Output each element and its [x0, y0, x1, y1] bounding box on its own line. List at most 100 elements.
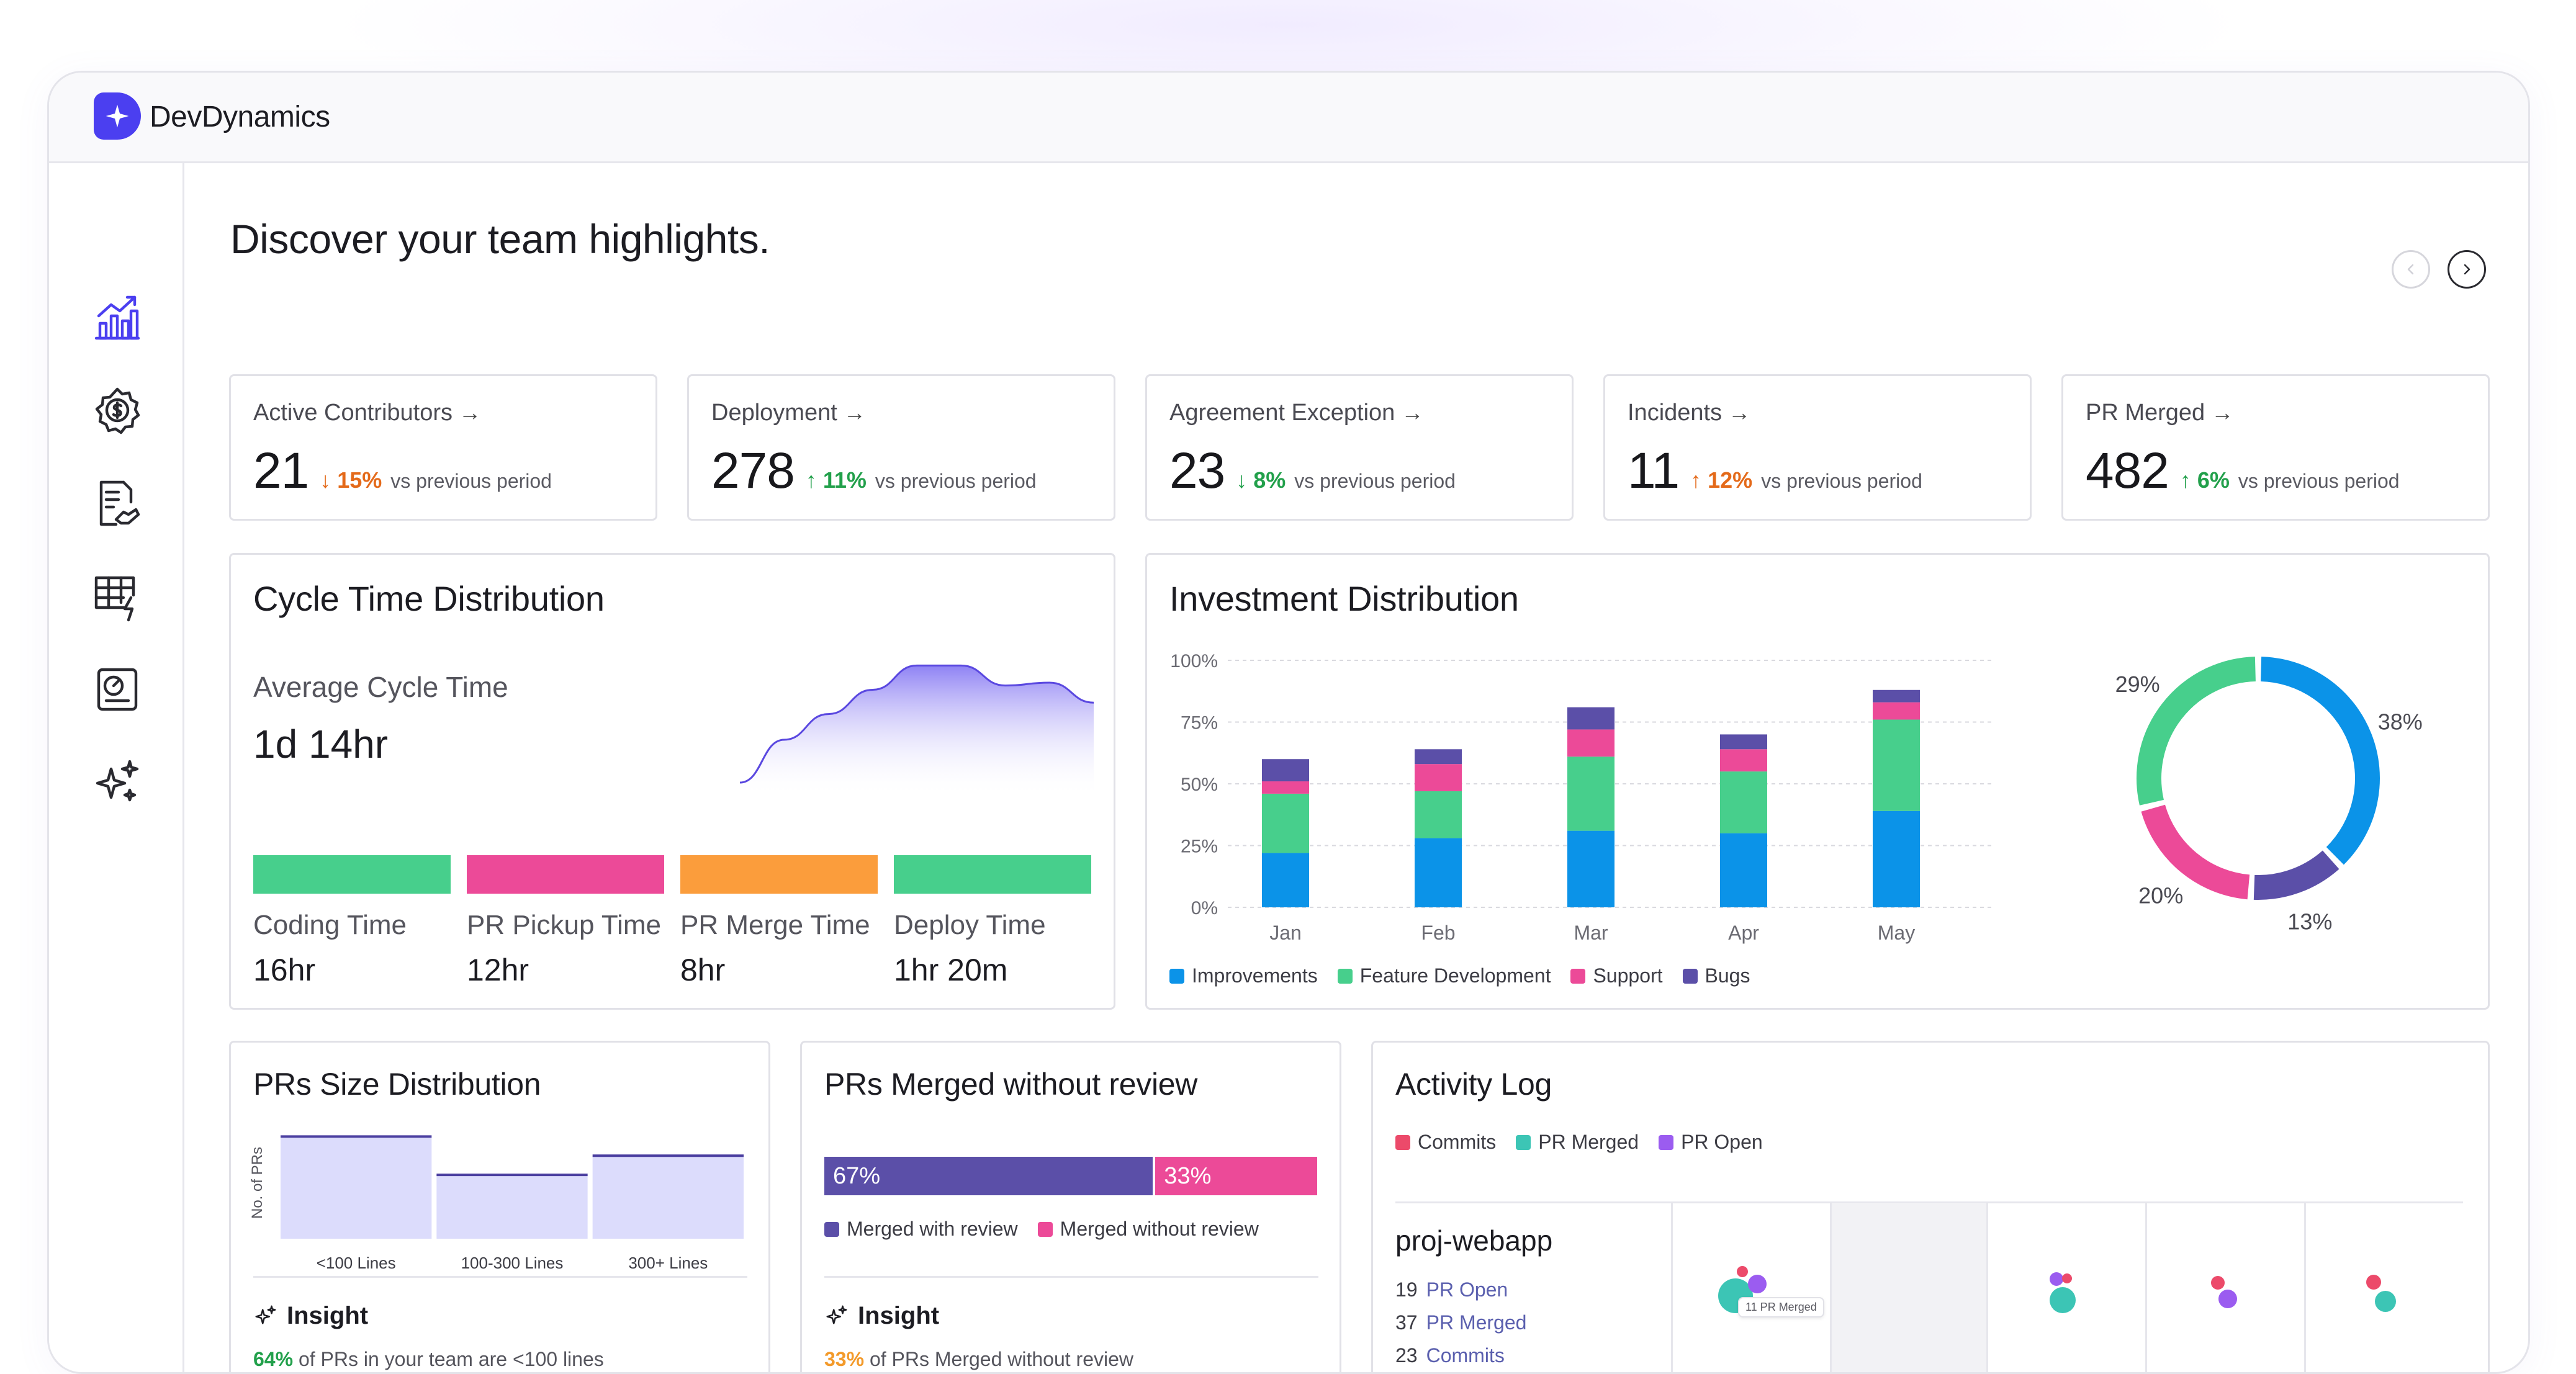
legend-swatch: [1682, 968, 1698, 984]
y-tick-label: 25%: [1181, 837, 1218, 857]
arrow-right-icon: →: [1401, 400, 1424, 425]
kpi-title: PR Merged →: [2086, 400, 2234, 426]
divider: [824, 1276, 1318, 1278]
stat-pr-merged: 37 PR Merged: [1395, 1311, 1527, 1334]
kpi-value: 482: [2086, 442, 2169, 499]
project-name[interactable]: proj-webapp: [1395, 1224, 1553, 1257]
y-axis-label: No. of PRs: [249, 1147, 266, 1219]
kpi-card-pr-merged[interactable]: PR Merged → 482 ↑ 6% vs previous period: [2061, 374, 2490, 521]
card-title: PRs Merged without review: [824, 1067, 1198, 1102]
arrow-right-icon: →: [459, 400, 482, 425]
pr-merged-bubble[interactable]: [2050, 1287, 2076, 1313]
average-cycle-time-label: Average Cycle Time: [253, 671, 508, 703]
insight-text: 33% of PRs Merged without review: [824, 1348, 1133, 1370]
activity-log-card: Activity Log Commits PR Merged PR Open p…: [1371, 1041, 2490, 1372]
y-tick-label: 0%: [1191, 898, 1218, 918]
coding-time-value: 16hr: [253, 953, 316, 987]
kpi-delta: ↑ 6%: [2179, 467, 2230, 493]
legend-item-merged-without-review[interactable]: Merged without review: [1037, 1218, 1259, 1241]
pr-merged-bubble[interactable]: [2375, 1291, 2396, 1312]
bar-segment-improvements: [1567, 830, 1615, 907]
gear-dollar-icon[interactable]: [91, 384, 143, 436]
chart-growth-icon[interactable]: [91, 291, 143, 343]
review-split-bar: 67% 33%: [824, 1157, 1317, 1195]
pr-merged-without-review-card: PRs Merged without review 67% 33% Merged…: [800, 1041, 1341, 1372]
arrow-right-icon: →: [1728, 400, 1751, 425]
legend-swatch: [1395, 1134, 1410, 1150]
sparkles-icon: [255, 1305, 276, 1324]
legend-item-bugs[interactable]: Bugs: [1682, 964, 1750, 987]
arrow-right-icon: →: [843, 400, 866, 425]
report-gauge-icon[interactable]: [91, 663, 143, 716]
legend-item-improvements[interactable]: Improvements: [1169, 964, 1318, 987]
legend-item-pr-open[interactable]: PR Open: [1659, 1131, 1763, 1154]
legend-item-feature-development[interactable]: Feature Development: [1337, 964, 1551, 987]
carousel-prev-button[interactable]: [2392, 250, 2430, 289]
donut-label: 13%: [2287, 909, 2332, 934]
trend-line: [739, 664, 1094, 784]
pr-open-bubble[interactable]: [2218, 1290, 2237, 1308]
legend-item-merged-with-review[interactable]: Merged with review: [824, 1218, 1018, 1241]
deploy-time-label: Deploy Time: [894, 910, 1046, 940]
chevron-left-icon: [2407, 264, 2414, 275]
x-tick-label: Apr: [1728, 922, 1759, 944]
donut-label: 38%: [2378, 709, 2423, 734]
commit-bubble[interactable]: [2366, 1275, 2381, 1290]
legend-item-support[interactable]: Support: [1570, 964, 1663, 987]
investment-legend: Improvements Feature Development Support…: [1169, 964, 1770, 987]
bar-segment-bugs: [1262, 759, 1309, 782]
merged-without-review-segment[interactable]: 33%: [1155, 1157, 1317, 1195]
pr-size-bar: [436, 1175, 588, 1239]
devdynamics-logo-icon[interactable]: [94, 92, 141, 140]
kpi-value: 21: [253, 442, 309, 499]
donut-slice: [2141, 804, 2250, 900]
commit-bubble[interactable]: [1737, 1266, 1748, 1277]
pr-merge-time-value: 8hr: [680, 953, 726, 987]
legend-swatch: [1337, 968, 1353, 984]
arrow-right-icon: →: [2211, 400, 2234, 425]
y-tick-label: 75%: [1181, 713, 1218, 734]
pr-size-bar: [281, 1136, 432, 1239]
cycle-trend-chart: [739, 664, 1094, 797]
legend-item-pr-merged[interactable]: PR Merged: [1516, 1131, 1639, 1154]
legend-swatch: [1659, 1134, 1674, 1150]
carousel-next-button[interactable]: [2448, 250, 2486, 289]
merged-with-review-segment[interactable]: 67%: [824, 1157, 1153, 1195]
deploy-time-bar[interactable]: [894, 855, 1091, 894]
kpi-value: 11: [1628, 442, 1680, 499]
pr-pickup-time-bar[interactable]: [467, 855, 664, 894]
legend-item-commits[interactable]: Commits: [1395, 1131, 1496, 1154]
kpi-comparison: vs previous period: [2238, 470, 2400, 492]
document-handshake-icon[interactable]: [91, 477, 143, 529]
activity-cell-highlighted[interactable]: [1830, 1203, 1986, 1372]
bar-segment-support: [1873, 702, 1920, 720]
main-content: Discover your team highlights. Active Co…: [184, 163, 2528, 1372]
bar-segment-bugs: [1873, 689, 1920, 703]
project-stats: 19 PR Open 37 PR Merged 23 Commits: [1395, 1278, 1526, 1367]
pr-merge-time-bar[interactable]: [680, 855, 878, 894]
investment-donut-chart: 38% 13% 20% 29%: [2115, 657, 2423, 934]
commit-bubble[interactable]: [2062, 1273, 2072, 1283]
commit-bubble[interactable]: [2211, 1276, 2225, 1290]
sparkles-icon[interactable]: [91, 757, 143, 809]
kpi-comparison: vs previous period: [1761, 470, 1922, 492]
pr-size-bar-chart: No. of PRs <100 Lines 100-300 Lines 300+ Li…: [249, 1135, 744, 1272]
bar-segment-feature-development: [1873, 719, 1920, 811]
bar-segment-feature-development: [1262, 793, 1309, 853]
bar-segment-feature-development: [1415, 791, 1462, 838]
bar-segment-bugs: [1567, 707, 1615, 730]
coding-time-bar[interactable]: [253, 855, 451, 894]
pr-open-bubble[interactable]: [2050, 1272, 2063, 1286]
kpi-delta: ↓ 15%: [320, 467, 382, 493]
bar-segment-support: [1262, 781, 1309, 794]
column-divider: [1986, 1203, 1988, 1372]
kpi-card-deployment[interactable]: Deployment → 278 ↑ 11% vs previous period: [687, 374, 1115, 521]
pr-open-bubble[interactable]: [1748, 1275, 1767, 1293]
kpi-card-agreement-exception[interactable]: Agreement Exception → 23 ↓ 8% vs previous…: [1145, 374, 1574, 521]
kpi-card-incidents[interactable]: Incidents → 11 ↑ 12% vs previous period: [1603, 374, 2032, 521]
table-bolt-icon[interactable]: [91, 570, 143, 622]
card-title: PRs Size Distribution: [253, 1067, 541, 1102]
kpi-title: Agreement Exception →: [1169, 400, 1424, 426]
kpi-card-active-contributors[interactable]: Active Contributors → 21 ↓ 15% vs previou…: [229, 374, 657, 521]
kpi-title: Deployment →: [711, 400, 866, 426]
